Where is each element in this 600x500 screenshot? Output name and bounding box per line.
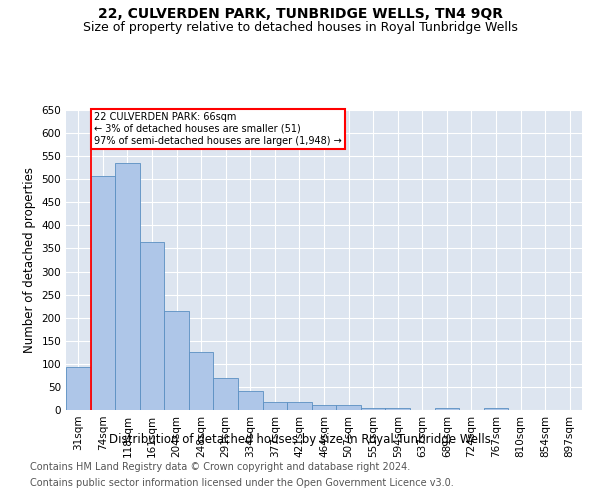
Bar	[115, 163, 140, 410]
Bar	[164, 311, 189, 410]
Text: Contains public sector information licensed under the Open Government Licence v3: Contains public sector information licen…	[30, 478, 454, 488]
Y-axis label: Number of detached properties: Number of detached properties	[23, 167, 36, 353]
Bar	[287, 402, 312, 410]
Text: Distribution of detached houses by size in Royal Tunbridge Wells: Distribution of detached houses by size …	[109, 432, 491, 446]
Bar	[66, 367, 91, 410]
Bar	[189, 352, 214, 410]
Bar	[385, 408, 410, 410]
Bar	[336, 406, 361, 410]
Bar	[312, 406, 336, 410]
Bar	[263, 402, 287, 410]
Text: 22, CULVERDEN PARK, TUNBRIDGE WELLS, TN4 9QR: 22, CULVERDEN PARK, TUNBRIDGE WELLS, TN4…	[97, 8, 503, 22]
Text: 22 CULVERDEN PARK: 66sqm
← 3% of detached houses are smaller (51)
97% of semi-de: 22 CULVERDEN PARK: 66sqm ← 3% of detache…	[94, 112, 342, 146]
Bar	[434, 408, 459, 410]
Bar	[140, 242, 164, 410]
Text: Size of property relative to detached houses in Royal Tunbridge Wells: Size of property relative to detached ho…	[83, 21, 517, 34]
Bar	[214, 378, 238, 410]
Bar	[484, 408, 508, 410]
Bar	[238, 390, 263, 410]
Bar	[91, 176, 115, 410]
Text: Contains HM Land Registry data © Crown copyright and database right 2024.: Contains HM Land Registry data © Crown c…	[30, 462, 410, 472]
Bar	[361, 408, 385, 410]
